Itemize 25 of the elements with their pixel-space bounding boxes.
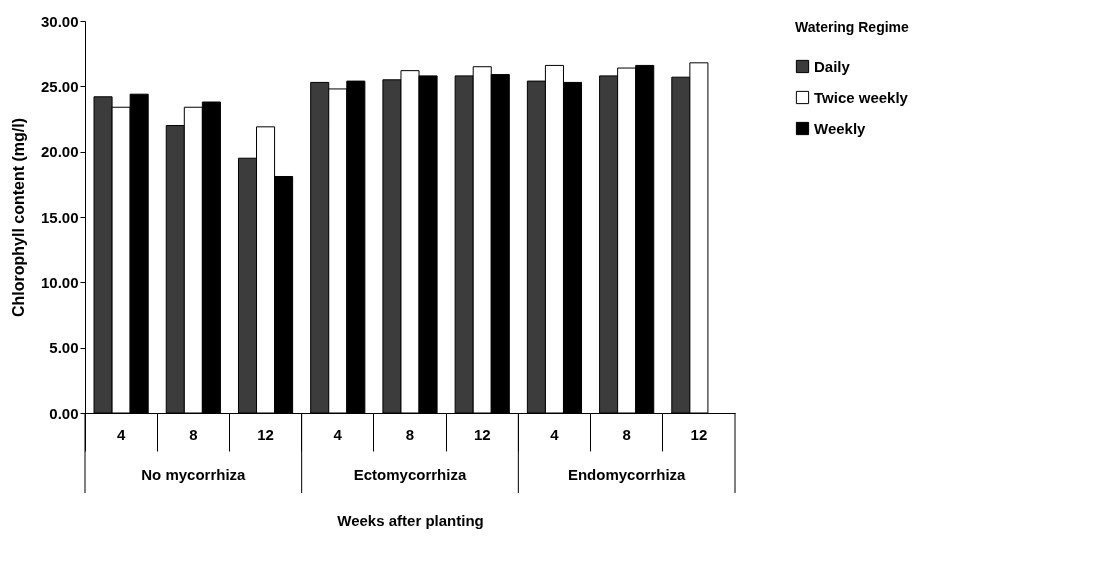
x-tick-label: 8 (405, 425, 415, 443)
y-tick-label: 5.00 (49, 339, 79, 357)
x-axis-title: Weeks after planting (337, 512, 484, 529)
legend-label: Twice weekly (814, 88, 909, 106)
y-axis-title: Chlorophyll content (mg/l) (9, 117, 27, 318)
y-tick-label: 25.00 (40, 77, 79, 95)
x-tick-label: 8 (189, 425, 198, 443)
text: Ectomycorrhiza (353, 466, 467, 483)
x-tick-label: 12 (257, 425, 274, 443)
y-tick-label: 0.00 (49, 404, 79, 422)
x-tick-label: 4 (333, 425, 343, 443)
x-tick-label: 12 (690, 425, 708, 443)
x-tick-label: 4 (550, 425, 560, 443)
y-tick-label: 10.00 (40, 273, 79, 291)
y-tick-label: 15.00 (40, 208, 79, 226)
x-tick-label: 12 (473, 425, 491, 443)
x-tick-label: 4 (116, 425, 126, 443)
x-tick-label: 8 (622, 425, 631, 443)
legend-label: Weekly (814, 119, 867, 137)
text: Endomycorrhiza (567, 466, 687, 483)
text: No mycorrhiza (141, 466, 247, 483)
y-tick-label: 30.00 (40, 12, 79, 30)
y-tick-label: 20.00 (40, 143, 79, 161)
legend-title: Watering Regime (795, 19, 910, 35)
legend-label: Daily (814, 57, 851, 75)
